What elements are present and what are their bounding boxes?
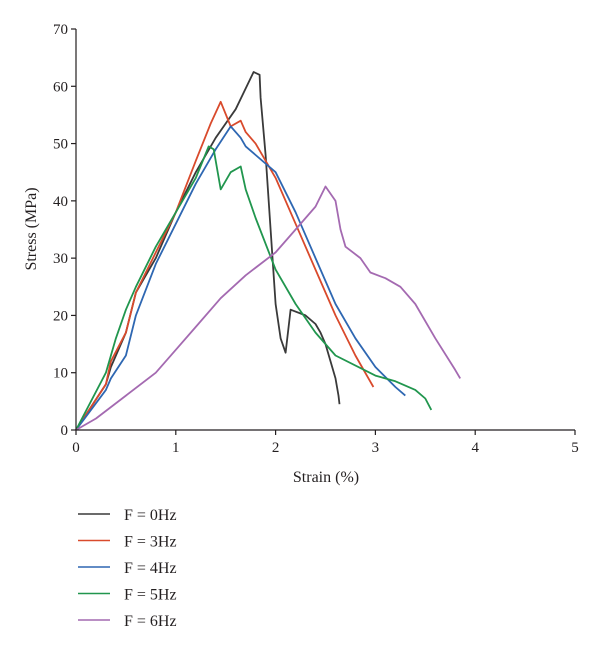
legend-label: F = 5Hz <box>124 587 177 604</box>
x-tick-label: 4 <box>471 440 479 456</box>
y-axis-label: Stress (MPa) <box>23 187 40 270</box>
y-ticks: 0 10 20 30 40 50 60 70 <box>53 22 76 439</box>
x-tick-label: 1 <box>172 440 180 456</box>
series-line-6hz <box>75 185 461 431</box>
legend-label: F = 6Hz <box>124 613 177 630</box>
series-line-5hz <box>75 145 433 431</box>
legend-label: F = 0Hz <box>124 507 177 524</box>
y-tick-label: 60 <box>53 79 68 95</box>
series-line-3hz <box>75 100 375 431</box>
y-tick-label: 20 <box>53 308 68 324</box>
y-tick-label: 0 <box>61 423 69 439</box>
x-tick-label: 3 <box>372 440 380 456</box>
y-tick-label: 40 <box>53 194 68 210</box>
legend-label: F = 3Hz <box>124 534 177 551</box>
y-tick-label: 10 <box>53 366 68 382</box>
series-layer <box>75 71 461 431</box>
series-line-4hz <box>75 125 406 431</box>
legend-label: F = 4Hz <box>124 560 177 577</box>
y-tick-label: 70 <box>53 22 68 38</box>
x-axis-label: Strain (%) <box>293 469 359 486</box>
x-tick-label: 2 <box>272 440 280 456</box>
y-tick-label: 50 <box>53 137 68 153</box>
x-tick-label: 5 <box>571 440 579 456</box>
x-tick-label: 0 <box>72 440 80 456</box>
y-tick-label: 30 <box>53 251 68 267</box>
x-ticks: 0 1 2 3 4 5 <box>72 430 579 456</box>
legend: F = 0Hz F = 3Hz F = 4Hz F = 5Hz F = 6Hz <box>78 507 177 630</box>
